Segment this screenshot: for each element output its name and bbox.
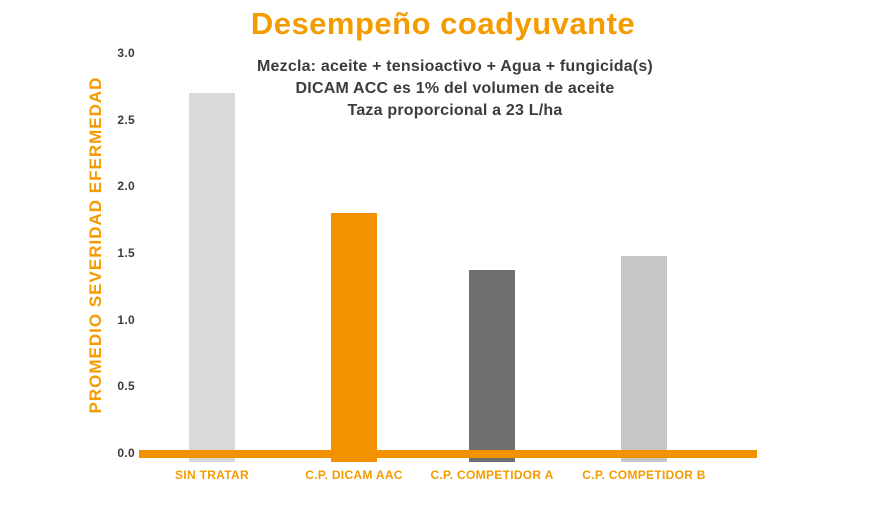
- y-tick-label: 3.0: [117, 46, 135, 60]
- chart-subtitle-line-2: DICAM ACC es 1% del volumen de aceite: [295, 80, 615, 97]
- chart-subtitle: Mezcla: aceite + tensioactivo + Agua + f…: [24, 56, 886, 122]
- chart-subtitle-line-3: Taza proporcional a 23 L/ha: [347, 102, 563, 119]
- y-tick-label: 2.0: [117, 179, 135, 194]
- y-tick-label: 0.5: [117, 379, 135, 394]
- x-category-label: C.P. COMPETIDOR B: [582, 468, 706, 482]
- chart-title: Desempeño coadyuvante: [250, 6, 636, 41]
- y-tick-label: 2.5: [117, 112, 135, 127]
- bar-1: [189, 93, 235, 462]
- x-category-label: SIN TRATAR: [175, 468, 249, 482]
- x-axis-line: [139, 450, 757, 458]
- y-tick-label: 1.5: [117, 246, 135, 260]
- x-category-label: C.P. DICAM AAC: [305, 468, 403, 482]
- y-tick-label: 1.0: [117, 312, 135, 327]
- x-category-label: C.P. COMPETIDOR A: [430, 468, 554, 482]
- bar-2: [331, 213, 377, 462]
- bar-3: [469, 270, 515, 462]
- bar-4: [621, 255, 667, 462]
- chart-subtitle-line-1: Mezcla: aceite + tensioactivo + Agua + f…: [257, 58, 653, 75]
- y-tick-label: 0.0: [117, 446, 135, 460]
